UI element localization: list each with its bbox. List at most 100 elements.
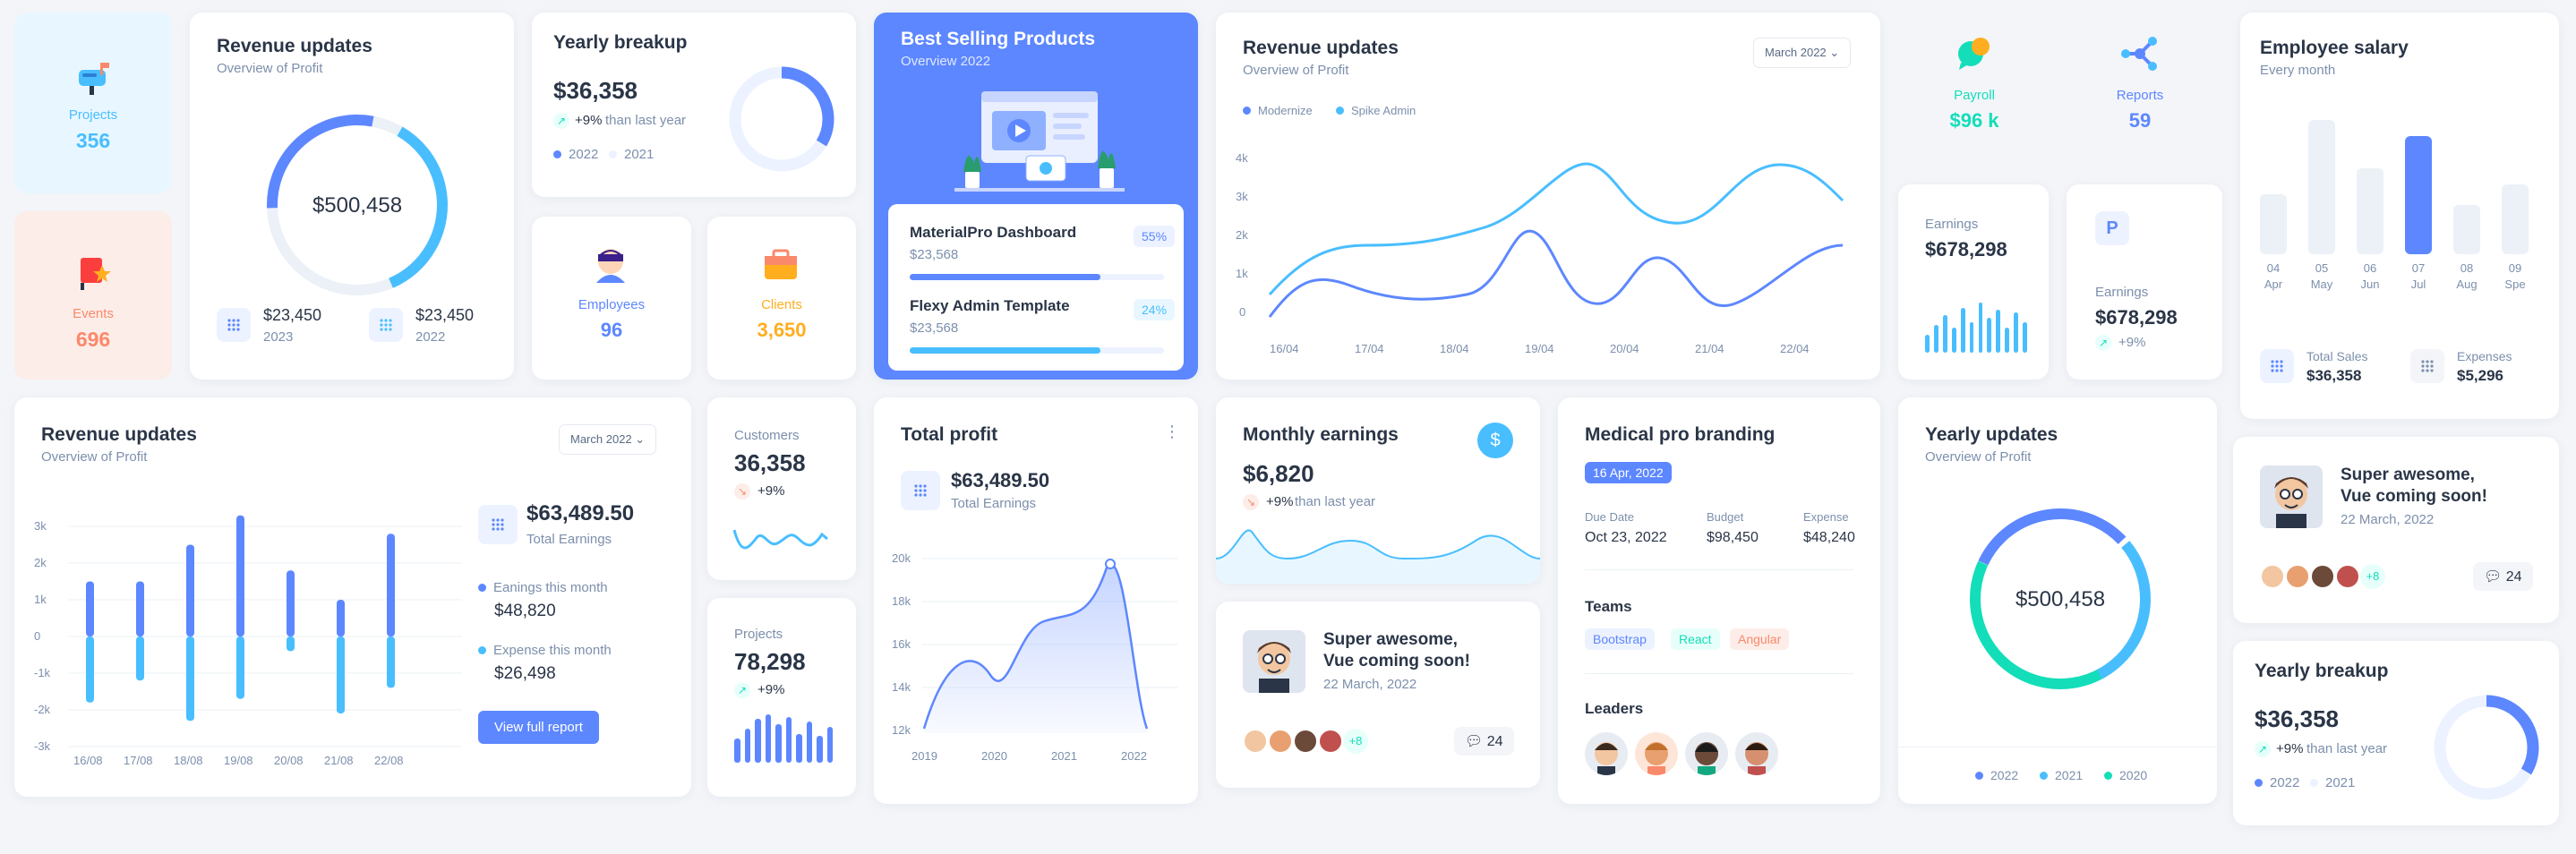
- bar-negative[interactable]: [236, 636, 244, 699]
- more-users-badge[interactable]: +8: [1343, 729, 1368, 754]
- mini-bar: [744, 729, 750, 763]
- user-avatar: [2335, 564, 2360, 589]
- bar-positive[interactable]: [136, 581, 144, 637]
- yearly-breakup-card: Yearly breakup $36,358 ↗ +9% than last y…: [532, 13, 856, 197]
- comments-button[interactable]: 💬︎ 24: [2473, 562, 2533, 591]
- bar-negative[interactable]: [387, 636, 395, 688]
- bar-negative[interactable]: [136, 636, 144, 681]
- legend-2022: 2022: [2255, 775, 2299, 790]
- leader-avatar[interactable]: [1685, 732, 1728, 775]
- y-tick: 0: [34, 629, 40, 643]
- salary-bar[interactable]: [2260, 193, 2287, 254]
- salary-bar[interactable]: [2357, 168, 2383, 254]
- yearly-updates-card: Yearly updates Overview of Profit $500,4…: [1898, 397, 2217, 804]
- leader-avatar[interactable]: [1635, 732, 1678, 775]
- x-tick: 2022: [1121, 749, 1147, 763]
- salary-bar-chart: 04 Apr 05 May 06 Jun 07 Jul 08 Aug 09 Spe: [2260, 120, 2546, 308]
- post-title-line2: Vue coming soon!: [2341, 487, 2487, 506]
- medical-branding-card: Medical pro branding 16 Apr, 2022 Due Da…: [1558, 397, 1880, 804]
- x-tick: 20/08: [274, 754, 304, 767]
- employee-avatar-icon: [591, 243, 630, 287]
- bar-negative[interactable]: [186, 636, 194, 722]
- bar-positive[interactable]: [337, 600, 345, 636]
- salary-bar[interactable]: [2453, 204, 2480, 254]
- customers-change: +9%: [757, 483, 785, 499]
- month-dropdown[interactable]: March 2022 ⌄: [1753, 38, 1852, 68]
- y-tick: 2k: [34, 556, 47, 569]
- donut-center-value: $500,458: [312, 193, 402, 218]
- salary-bar[interactable]: [2502, 184, 2529, 254]
- budget-label: Budget: [1707, 510, 1744, 524]
- total-profit-card: Total profit ⋮ $63,489.50 Total Earnings…: [874, 397, 1198, 804]
- card-title: Revenue updates: [217, 36, 372, 56]
- view-full-report-button[interactable]: View full report: [478, 711, 599, 744]
- total-earnings-label: Total Earnings: [526, 532, 612, 547]
- bar-positive[interactable]: [287, 570, 295, 636]
- product-badge: 55%: [1134, 226, 1176, 247]
- bar-positive[interactable]: [86, 581, 94, 637]
- projects-card[interactable]: Projects 356: [14, 13, 172, 193]
- product-name[interactable]: MaterialPro Dashboard: [910, 224, 1077, 241]
- salary-bar[interactable]: [2405, 136, 2432, 254]
- breakup-value: $36,358: [553, 77, 638, 104]
- team-chip-bootstrap[interactable]: Bootstrap: [1585, 628, 1655, 650]
- breakup-change-text: than last year: [2306, 741, 2388, 756]
- revenue-line-card: Revenue updates Overview of Profit March…: [1216, 13, 1880, 380]
- comment-icon: 💬︎: [2484, 569, 2503, 585]
- leader-avatar[interactable]: [1735, 732, 1778, 775]
- bar-positive[interactable]: [236, 515, 244, 636]
- x-tick: 18/08: [174, 754, 203, 767]
- projects-change: +9%: [757, 682, 785, 697]
- grid-icon: [217, 308, 251, 342]
- legend-2022: 2022: [553, 147, 598, 162]
- comment-icon: 💬︎: [1465, 734, 1484, 749]
- bar-negative[interactable]: [287, 636, 295, 652]
- card-title: Revenue updates: [1243, 38, 1399, 58]
- legend-2020: 2020: [2104, 768, 2147, 782]
- y-tick: 3k: [34, 519, 47, 533]
- products-panel: MaterialPro Dashboard $23,568 55% Flexy …: [888, 204, 1184, 371]
- bar-negative[interactable]: [337, 636, 345, 714]
- blog-post-card[interactable]: Super awesome, Vue coming soon! 22 March…: [1216, 602, 1540, 788]
- y-tick: 16k: [892, 637, 911, 651]
- mailbox-icon: [73, 57, 115, 103]
- bar-positive[interactable]: [186, 544, 194, 637]
- leader-avatar[interactable]: [1585, 732, 1628, 775]
- expense-month-label: Expense this month: [478, 643, 612, 658]
- product-name[interactable]: Flexy Admin Template: [910, 297, 1070, 314]
- more-users-badge[interactable]: +8: [2360, 564, 2385, 589]
- post-date: 22 March, 2022: [2341, 512, 2435, 527]
- expenses-label: Expenses: [2457, 349, 2512, 363]
- salary-day-label: 07: [2411, 261, 2426, 275]
- clients-card[interactable]: Clients 3,650: [707, 217, 856, 380]
- more-vertical-icon[interactable]: ⋮: [1164, 423, 1180, 440]
- breakup-change-text: than last year: [605, 113, 687, 128]
- comments-button[interactable]: 💬︎ 24: [1454, 727, 1514, 756]
- blog-post-card[interactable]: Super awesome, Vue coming soon! 22 March…: [2233, 437, 2559, 623]
- y-tick: 1k: [34, 593, 47, 606]
- employees-card[interactable]: Employees 96: [532, 217, 691, 380]
- product-badge: 24%: [1134, 299, 1176, 320]
- card-title: Monthly earnings: [1243, 424, 1399, 445]
- month-dropdown[interactable]: March 2022 ⌄: [559, 424, 657, 455]
- bar-positive[interactable]: [387, 534, 395, 636]
- monthly-value: $6,820: [1243, 460, 1314, 487]
- payroll-reports-card: Payroll $96 k Reports 59: [1898, 13, 2222, 170]
- earnings-month-value: $48,820: [494, 602, 556, 620]
- mini-bar: [2014, 312, 2019, 353]
- events-card[interactable]: Events 696: [14, 211, 172, 380]
- bar-negative[interactable]: [86, 636, 94, 703]
- monthly-change: +9%: [1266, 494, 1294, 509]
- total-sales-value: $36,358: [2306, 367, 2362, 384]
- mini-bar: [1933, 325, 1938, 353]
- employee-salary-card: Employee salary Every month 04 Apr 05 May 06…: [2240, 13, 2559, 419]
- grid-icon: [901, 471, 940, 510]
- team-chip-angular[interactable]: Angular: [1730, 628, 1790, 650]
- card-title: Revenue updates: [41, 424, 197, 445]
- team-chip-react[interactable]: React: [1671, 628, 1720, 650]
- mini-bar: [1951, 328, 1956, 353]
- legend-modernize: Modernize: [1243, 104, 1313, 117]
- salary-bar[interactable]: [2308, 120, 2335, 254]
- stat2-value: $23,450: [415, 306, 475, 324]
- card-subtitle: Overview of Profit: [41, 449, 148, 465]
